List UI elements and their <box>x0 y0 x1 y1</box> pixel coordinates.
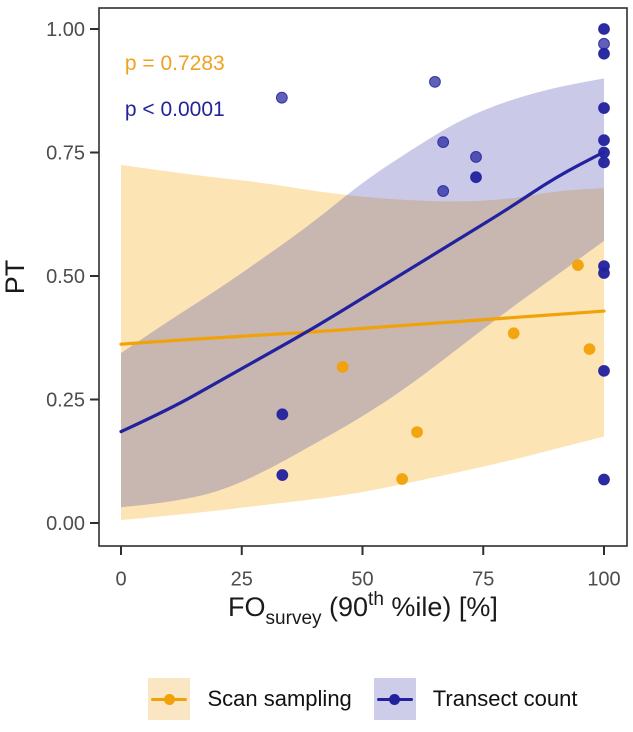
transect-count-data-point <box>598 47 610 60</box>
transect-count-data-point <box>470 151 482 163</box>
transect-count-data-point <box>470 171 482 184</box>
scan-sampling-confidence-band <box>121 164 604 521</box>
x-axis-title: FOsurvey (90th %ile) [%] <box>228 589 498 629</box>
transect-count-data-point <box>275 91 288 104</box>
y-axis-tick-label: 0.00 <box>46 513 85 535</box>
transect-count-key-dot-icon <box>389 693 401 705</box>
legend-item-scan-sampling: Scan sampling <box>148 678 352 720</box>
legend-label-transect-count: Transect count <box>432 686 578 711</box>
p-value-annotation-scan: p = 0.7283 <box>125 52 225 75</box>
transect-count-data-point <box>598 134 610 147</box>
transect-count-legend-key <box>373 678 416 720</box>
scan-sampling-data-point <box>572 259 584 272</box>
x-axis-tick-label: 25 <box>231 569 253 591</box>
x-axis-tick-label: 50 <box>351 569 373 591</box>
transect-count-data-point <box>437 136 450 149</box>
transect-count-data-point <box>429 75 441 88</box>
transect-count-trend-line <box>119 150 606 434</box>
transect-count-confidence-band <box>121 78 604 508</box>
scan-sampling-data-point <box>507 327 520 340</box>
transect-count-data-point <box>276 408 289 421</box>
transect-count-data-point <box>598 473 610 486</box>
y-axis-tick-label: 1.00 <box>46 19 85 41</box>
transect-count-data-point <box>276 469 289 481</box>
transect-count-data-point <box>598 102 610 114</box>
scan-sampling-legend-key <box>148 678 191 720</box>
y-axis-tick-label: 0.75 <box>46 143 85 165</box>
scan-sampling-data-point <box>396 473 409 485</box>
transect-count-data-point <box>598 146 610 159</box>
scan-sampling-data-point <box>336 360 349 373</box>
x-axis-tick-label: 100 <box>587 569 620 591</box>
scan-sampling-trend-line <box>119 309 606 346</box>
transect-count-data-point <box>598 23 610 35</box>
transect-count-data-point <box>598 267 610 279</box>
legend-label-scan-sampling: Scan sampling <box>207 686 352 711</box>
y-axis-tick-label: 0.25 <box>46 390 85 412</box>
transect-count-data-point <box>598 364 610 377</box>
x-axis-tick-label: 75 <box>472 569 494 591</box>
scan-sampling-data-point <box>583 343 596 356</box>
transect-count-data-point <box>598 156 610 169</box>
scan-sampling-data-point <box>411 426 423 439</box>
p-value-annotation-transect: p < 0.0001 <box>125 98 225 121</box>
y-axis-title: PT <box>0 260 30 295</box>
legend-item-transect-count: Transect count <box>373 678 578 720</box>
scan-sampling-key-dot-icon <box>163 693 175 705</box>
x-axis-tick-label: 0 <box>115 569 126 591</box>
transect-count-data-point <box>598 37 610 50</box>
transect-count-data-point <box>437 185 450 197</box>
legend: Scan sampling Transect count <box>99 678 627 720</box>
y-axis-tick-label: 0.50 <box>46 266 85 288</box>
